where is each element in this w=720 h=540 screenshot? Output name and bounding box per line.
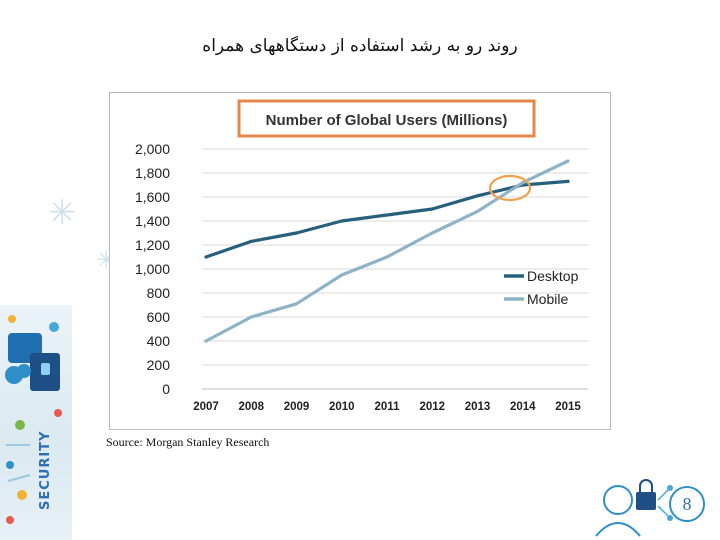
keyhole-icon (41, 363, 50, 375)
page-number: 8 (669, 486, 705, 522)
star-icon (17, 490, 27, 500)
y-tick-label: 1,600 (135, 189, 170, 205)
alert-icon (54, 409, 62, 417)
data-point-desktop (294, 231, 299, 235)
x-tick-label: 2008 (238, 401, 264, 413)
y-tick-label: 400 (147, 333, 171, 349)
chart-title-box (237, 99, 536, 138)
x-tick-label: 2011 (375, 401, 401, 413)
data-point-mobile (294, 302, 299, 306)
data-point-desktop (475, 194, 480, 198)
user-icon (49, 322, 59, 332)
data-point-desktop (340, 219, 344, 223)
data-point-mobile (340, 273, 344, 277)
chart-frame: Number of Global Users (Millions) 0 200 40… (109, 92, 611, 430)
data-point-desktop (566, 179, 570, 183)
y-tick-label: 1,000 (135, 261, 170, 277)
legend-label-desktop: Desktop (527, 268, 579, 284)
chart-title: Number of Global Users (Millions) (266, 112, 508, 129)
security-banner (0, 305, 72, 540)
data-point-mobile (521, 181, 525, 185)
user-head-icon (603, 485, 633, 515)
source-caption: Source: Morgan Stanley Research (106, 435, 270, 449)
data-point-mobile (475, 209, 480, 213)
corner-decoration (595, 479, 673, 537)
data-point-desktop (249, 239, 253, 243)
data-point-mobile (385, 255, 389, 259)
x-tick-label: 2013 (465, 401, 491, 413)
line-chart: Number of Global Users (Millions) 0 200 40… (135, 99, 588, 413)
legend-label-mobile: Mobile (527, 291, 568, 307)
lock-icon (636, 492, 656, 510)
check-icon (15, 420, 25, 430)
x-tick-label: 2015 (555, 401, 581, 413)
crossover-highlight-circle (488, 174, 532, 202)
x-tick-label: 2009 (284, 401, 310, 413)
gear-icon (8, 315, 16, 323)
y-tick-label: 0 (162, 381, 170, 397)
y-tick-label: 2,000 (135, 141, 170, 157)
y-tick-label: 1,200 (135, 237, 170, 253)
x-tick-label: 2010 (329, 401, 355, 413)
y-tick-label: 200 (147, 357, 171, 373)
node-icon (6, 461, 14, 469)
y-tick-label: 800 (147, 285, 171, 301)
data-point-desktop (430, 207, 434, 211)
data-point-mobile (430, 231, 434, 235)
series-line-desktop (204, 179, 570, 259)
x-tick-label: 2012 (419, 401, 445, 413)
data-point-desktop (385, 213, 389, 217)
y-tick-label: 600 (147, 309, 171, 325)
slide-title: روند رو به رشد استفاده از دستگاههای همرا… (202, 36, 518, 56)
data-point-desktop (204, 255, 208, 259)
star-decoration: ✳ (48, 193, 77, 233)
data-point-mobile (204, 339, 208, 343)
y-tick-label: 1,400 (135, 213, 170, 229)
x-tick-label: 2007 (193, 401, 219, 413)
y-tick-label: 1,800 (135, 165, 170, 181)
x-tick-label: 2014 (510, 401, 536, 413)
series-line-mobile (204, 159, 570, 343)
security-label: SECURITY (38, 430, 53, 510)
security-icons-graphic (5, 315, 62, 524)
data-point-mobile (249, 315, 253, 319)
data-point-mobile (566, 159, 570, 163)
